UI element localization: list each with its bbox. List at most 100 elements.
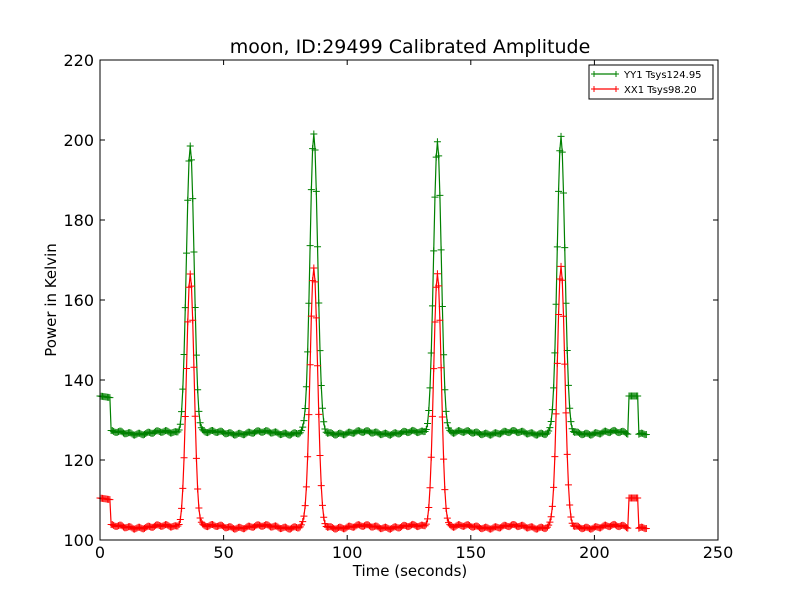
data-point — [304, 453, 312, 461]
data-point — [180, 454, 188, 462]
data-point — [435, 282, 443, 290]
data-point — [312, 187, 320, 195]
x-tick-label: 150 — [456, 543, 487, 562]
data-point — [441, 486, 449, 494]
data-point — [443, 419, 451, 427]
tick-layer: 0 50 100 150 200 250 100 120 140 160 180 200 220 — [63, 51, 733, 562]
data-point — [433, 270, 441, 278]
data-point — [196, 419, 204, 427]
data-point — [547, 418, 555, 426]
data-point — [642, 525, 650, 533]
data-point — [426, 484, 434, 492]
data-point — [312, 314, 320, 322]
data-point — [181, 412, 189, 420]
data-point — [562, 409, 570, 417]
data-point — [315, 299, 323, 307]
legend: YY1 Tsys124.95 XX1 Tsys98.20 — [588, 64, 714, 100]
data-point — [302, 383, 310, 391]
data-point — [428, 412, 436, 420]
data-point — [550, 384, 558, 392]
data-point — [427, 453, 435, 461]
data-point — [567, 513, 575, 521]
data-point — [442, 504, 450, 512]
data-point — [442, 407, 450, 415]
legend-marker — [613, 71, 619, 77]
data-point — [436, 316, 444, 324]
data-point — [551, 453, 559, 461]
data-point — [311, 146, 319, 154]
data-point — [634, 494, 642, 502]
data-point — [555, 311, 563, 319]
data-point — [566, 404, 574, 412]
data-point — [561, 360, 569, 368]
legend-marker — [591, 71, 597, 77]
data-point — [624, 430, 632, 438]
data-point — [564, 381, 572, 389]
data-point — [546, 518, 554, 526]
data-point — [317, 382, 325, 390]
data-point — [566, 501, 574, 509]
data-point — [555, 187, 563, 195]
series-layer — [96, 130, 650, 533]
data-point — [560, 189, 567, 197]
data-point — [557, 262, 565, 270]
data-point — [186, 270, 194, 278]
x-tick-label: 50 — [213, 543, 233, 562]
data-point — [552, 410, 560, 418]
data-point — [426, 384, 434, 392]
data-point — [310, 130, 318, 138]
data-point — [194, 386, 202, 394]
data-point — [179, 385, 187, 393]
data-point — [545, 427, 553, 435]
y-tick-label: 200 — [63, 131, 94, 150]
data-point — [422, 426, 430, 434]
data-point — [106, 496, 114, 504]
data-point — [433, 138, 441, 146]
series-0 — [96, 130, 650, 439]
data-point — [430, 247, 438, 255]
data-point — [307, 186, 315, 194]
data-point — [178, 408, 186, 416]
data-point — [192, 454, 200, 462]
data-point — [301, 405, 309, 413]
series-markers — [96, 262, 650, 533]
data-point — [178, 504, 186, 512]
data-point — [187, 282, 195, 290]
data-point — [553, 243, 561, 251]
data-point — [300, 417, 308, 425]
data-point — [307, 312, 315, 320]
data-point — [438, 413, 446, 421]
x-tick-label: 200 — [579, 543, 610, 562]
data-point — [300, 512, 308, 520]
data-point — [564, 481, 572, 489]
y-tick-label: 120 — [63, 451, 94, 470]
data-point — [430, 365, 438, 373]
data-point — [437, 364, 445, 372]
data-point — [318, 501, 326, 509]
data-point — [181, 304, 189, 312]
data-point — [431, 193, 439, 201]
y-tick-label: 180 — [63, 211, 94, 230]
data-point — [437, 246, 445, 254]
data-point — [195, 504, 203, 512]
data-point — [175, 426, 183, 434]
legend-marker — [591, 86, 597, 92]
data-point — [424, 419, 432, 427]
data-point — [179, 484, 187, 492]
legend-entry: YY1 Tsys124.95 — [591, 70, 702, 81]
y-axis-label: Power in Kelvin — [42, 243, 60, 357]
data-point — [563, 450, 571, 458]
data-point — [546, 424, 554, 432]
data-point — [194, 485, 202, 493]
data-point — [186, 142, 194, 150]
x-axis-label: Time (seconds) — [352, 562, 468, 580]
data-point — [306, 361, 314, 369]
data-point — [436, 191, 444, 199]
x-tick-label: 250 — [703, 543, 734, 562]
data-point — [548, 502, 556, 510]
data-point — [310, 264, 318, 272]
data-point — [311, 278, 319, 286]
data-point — [435, 152, 443, 160]
data-point — [443, 514, 451, 522]
